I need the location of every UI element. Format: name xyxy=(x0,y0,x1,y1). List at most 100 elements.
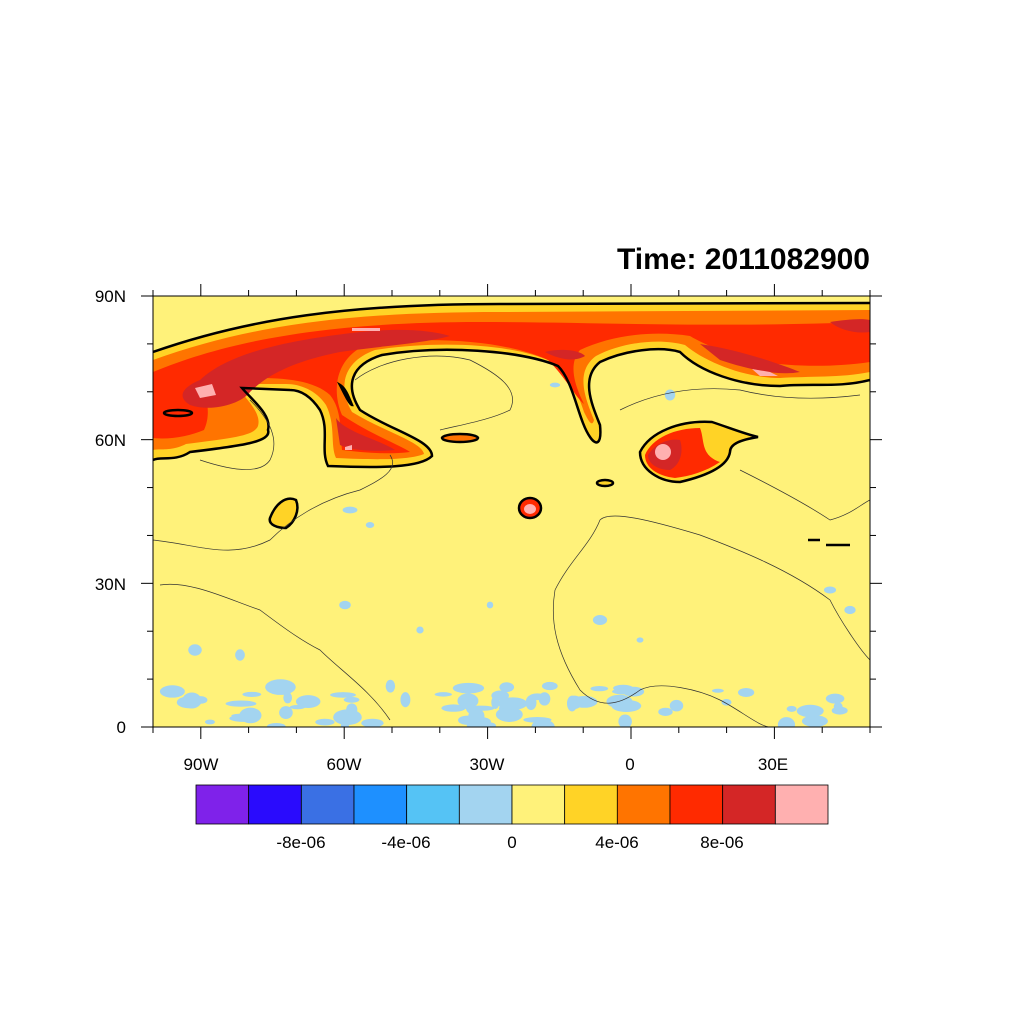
colorbar-box xyxy=(774,784,829,825)
negative-speckle xyxy=(342,506,358,514)
negative-speckle xyxy=(658,707,673,717)
negative-speckle xyxy=(566,695,578,712)
band-red xyxy=(153,322,870,454)
colorbar-label: -4e-06 xyxy=(381,833,431,852)
colorbar-label: -8e-06 xyxy=(276,833,326,852)
negative-speckle xyxy=(416,626,424,634)
negative-speckle xyxy=(339,600,351,610)
negative-speckle xyxy=(441,704,466,712)
coastlines xyxy=(153,355,870,727)
negative-speckle xyxy=(711,688,724,693)
negative-speckle xyxy=(825,693,845,704)
x-tick-label: 90W xyxy=(183,755,219,774)
colorbar-box xyxy=(458,784,513,825)
negative-speckle xyxy=(204,719,215,725)
plot-title: Time: 2011082900 xyxy=(617,243,870,276)
negative-speckle xyxy=(239,707,262,724)
negative-speckle xyxy=(279,706,293,720)
colorbar-label: 8e-06 xyxy=(700,833,744,852)
negative-speckle xyxy=(465,705,495,711)
x-tick-label: 30E xyxy=(757,755,789,774)
colorbar-label: 0 xyxy=(507,833,517,852)
negative-speckle xyxy=(340,721,349,727)
negative-speckle xyxy=(457,693,479,709)
negative-speckle xyxy=(664,389,676,401)
negative-speckle xyxy=(270,684,281,689)
negative-speckle xyxy=(529,693,546,701)
plot-frame xyxy=(152,295,871,728)
negative-speckle xyxy=(796,704,824,718)
negative-speckle xyxy=(466,721,497,727)
negative-speckle xyxy=(343,696,360,703)
negative-speckle xyxy=(159,685,185,698)
atlantic-blob-core xyxy=(524,504,536,514)
negative-speckle xyxy=(499,682,515,693)
x-tick-label: 60W xyxy=(326,755,362,774)
negative-speckle xyxy=(831,706,848,715)
colorbar-box xyxy=(564,784,618,825)
colorbar-box xyxy=(406,784,460,825)
negative-speckle xyxy=(265,679,296,695)
negative-speckle xyxy=(468,708,485,724)
negative-speckle xyxy=(365,522,375,528)
colorbar-box xyxy=(616,784,671,825)
colorbar-box xyxy=(248,784,302,825)
y-tick-label: 30N xyxy=(94,575,126,594)
negative-speckle xyxy=(486,601,494,609)
negative-speckle xyxy=(611,688,637,695)
y-tick-label: 90N xyxy=(94,287,126,306)
negative-speckle xyxy=(452,682,485,694)
negative-speckle xyxy=(549,382,561,388)
negative-speckle xyxy=(844,605,856,615)
europe-blob-pink xyxy=(655,444,671,460)
negative-speckles xyxy=(159,382,856,727)
negative-speckle xyxy=(289,705,306,710)
negative-speckle xyxy=(491,690,509,701)
negative-speckle xyxy=(571,695,598,708)
x-tick-label: 0 xyxy=(625,755,635,774)
negative-speckle xyxy=(315,718,335,726)
zero-contours xyxy=(153,301,870,547)
midatlantic-blob xyxy=(442,434,478,442)
newengland-blob xyxy=(269,498,298,528)
colorbar xyxy=(195,784,829,825)
x-tick-label: 30W xyxy=(469,755,505,774)
negative-speckle xyxy=(225,700,257,707)
negative-speckle xyxy=(434,692,452,697)
negative-speckle xyxy=(266,723,286,727)
negative-speckle xyxy=(188,644,202,656)
negative-speckle xyxy=(330,692,356,698)
negative-speckle xyxy=(346,703,358,716)
negative-speckle xyxy=(721,699,732,706)
negative-speckle xyxy=(385,679,396,693)
negative-speckle xyxy=(295,695,321,708)
negative-speckle xyxy=(801,715,828,727)
colorbar-box xyxy=(353,784,408,825)
colorbar-box xyxy=(669,784,724,825)
negative-speckle xyxy=(823,586,837,594)
colorbar-box xyxy=(722,784,776,825)
negative-speckle xyxy=(242,691,262,697)
y-tick-label: 0 xyxy=(116,718,126,737)
negative-speckle xyxy=(590,685,609,692)
negative-speckle xyxy=(495,707,523,723)
negative-speckle xyxy=(669,699,684,712)
negative-speckle xyxy=(592,615,608,625)
negative-speckle xyxy=(636,637,644,643)
colorbar-label: 4e-06 xyxy=(595,833,639,852)
y-tick-label: 60N xyxy=(94,431,126,450)
negative-speckle xyxy=(497,697,528,710)
negative-speckle xyxy=(283,692,293,704)
colorbar-box xyxy=(195,784,250,825)
negative-speckle xyxy=(618,714,632,727)
axis-ticks xyxy=(141,284,882,739)
negative-speckle xyxy=(400,692,411,708)
negative-speckle xyxy=(531,719,555,727)
negative-speckle xyxy=(786,705,797,712)
negative-speckle xyxy=(235,649,245,661)
colorbar-box xyxy=(511,784,566,825)
negative-speckle xyxy=(182,692,202,709)
negative-speckle xyxy=(541,681,558,691)
colorbar-box xyxy=(300,784,355,825)
